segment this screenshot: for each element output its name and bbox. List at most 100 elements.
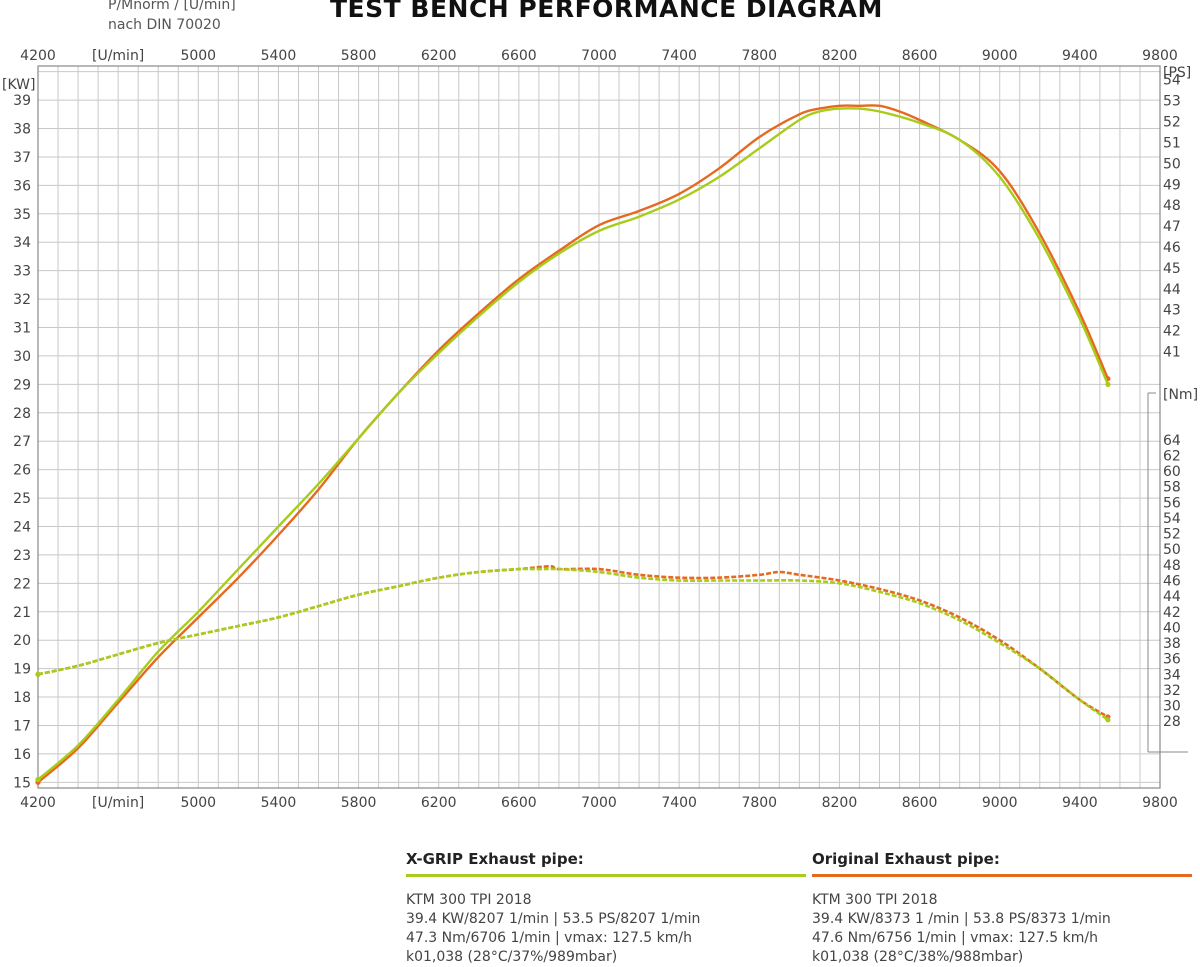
x-tick-label-top: 5400 bbox=[261, 48, 297, 64]
xgrip-torque-point bbox=[35, 671, 41, 677]
x-tick-label-top: 8200 bbox=[822, 48, 858, 64]
y-left-tick-label: 25 bbox=[13, 491, 31, 507]
y-right-nm-tick-label: 32 bbox=[1163, 683, 1181, 699]
y-right-ps-tick-label: 50 bbox=[1163, 156, 1181, 172]
xgrip-torque-line bbox=[37, 567, 1109, 721]
y-right-ps-tick-label: 42 bbox=[1163, 324, 1181, 340]
x-tick-label-top: 6600 bbox=[501, 48, 537, 64]
x-tick-label-top: 5800 bbox=[341, 48, 377, 64]
y-right-nm-unit-label: [Nm] bbox=[1163, 387, 1198, 403]
legend-original-line-3: 47.6 Nm/6756 1/min | vmax: 127.5 km/h bbox=[812, 930, 1098, 946]
xgrip-power-line bbox=[37, 107, 1110, 781]
legend-original: Original Exhaust pipe: KTM 300 TPI 2018 … bbox=[812, 850, 1192, 967]
x-tick-label-top: 9000 bbox=[982, 48, 1018, 64]
y-left-tick-label: 38 bbox=[13, 122, 31, 138]
x-tick-label-top: 6200 bbox=[421, 48, 457, 64]
y-right-ps-tick-label: 51 bbox=[1163, 135, 1181, 151]
y-left-tick-label: 30 bbox=[13, 349, 31, 365]
y-right-nm-tick-label: 30 bbox=[1163, 699, 1181, 715]
y-right-nm-tick-label: 64 bbox=[1163, 433, 1181, 449]
y-left-tick-label: 34 bbox=[13, 235, 31, 251]
x-tick-label-bottom: 9000 bbox=[982, 795, 1018, 811]
x-tick-label-bottom: 7000 bbox=[581, 795, 617, 811]
x-tick-label-bottom: 8200 bbox=[822, 795, 858, 811]
y-right-nm-tick-label: 34 bbox=[1163, 667, 1181, 683]
y-right-nm-tick-label: 52 bbox=[1163, 527, 1181, 543]
y-right-ps-tick-label: 48 bbox=[1163, 198, 1181, 214]
y-left-tick-label: 19 bbox=[13, 662, 31, 678]
y-right-ps-tick-label: 43 bbox=[1163, 303, 1181, 319]
legend-original-line-4: k01,038 (28°C/38%/988mbar) bbox=[812, 949, 1024, 965]
y-left-tick-label: 18 bbox=[13, 690, 31, 706]
y-right-nm-tick-label: 36 bbox=[1163, 652, 1181, 668]
y-right-nm-tick-label: 38 bbox=[1163, 636, 1181, 652]
y-right-ps-tick-label: 52 bbox=[1163, 115, 1181, 131]
y-right-ps-tick-label: 44 bbox=[1163, 282, 1181, 298]
y-left-tick-label: 28 bbox=[13, 406, 31, 422]
y-left-tick-label: 36 bbox=[13, 178, 31, 194]
x-tick-label-top: 7800 bbox=[741, 48, 777, 64]
x-tick-label-bottom: 5800 bbox=[341, 795, 377, 811]
x-tick-label-top: 7000 bbox=[581, 48, 617, 64]
legend-original-line-2: 39.4 KW/8373 1 /min | 53.8 PS/8373 1/min bbox=[812, 911, 1111, 927]
y-right-ps-tick-label: 45 bbox=[1163, 261, 1181, 277]
y-left-tick-label: 27 bbox=[13, 434, 31, 450]
x-unit-label-bottom: [U/min] bbox=[92, 795, 144, 811]
y-left-unit-label: [KW] bbox=[2, 77, 35, 93]
x-tick-label-bottom: 7400 bbox=[661, 795, 697, 811]
chart-title: TEST BENCH PERFORMANCE DIAGRAM bbox=[330, 0, 883, 23]
legend-xgrip-line-2: 39.4 KW/8207 1/min | 53.5 PS/8207 1/min bbox=[406, 911, 701, 927]
y-left-tick-label: 39 bbox=[13, 93, 31, 109]
x-tick-label-bottom: 9800 bbox=[1142, 795, 1178, 811]
legend-xgrip-swatch bbox=[406, 874, 806, 877]
xgrip-power-point bbox=[35, 776, 41, 783]
y-right-nm-tick-label: 56 bbox=[1163, 495, 1181, 511]
legend-original-line-1: KTM 300 TPI 2018 bbox=[812, 892, 938, 908]
legend-original-name: Original Exhaust pipe: bbox=[812, 850, 1000, 868]
y-left-tick-label: 22 bbox=[13, 576, 31, 592]
x-tick-label-bottom: 5000 bbox=[180, 795, 216, 811]
y-left-tick-label: 20 bbox=[13, 633, 31, 649]
x-tick-label-top: 8600 bbox=[902, 48, 938, 64]
x-tick-label-top: 9400 bbox=[1062, 48, 1098, 64]
y-right-ps-tick-label: 54 bbox=[1163, 73, 1181, 89]
y-right-ps-tick-label: 46 bbox=[1163, 240, 1181, 256]
y-right-nm-tick-label: 48 bbox=[1163, 558, 1181, 574]
y-left-tick-label: 35 bbox=[13, 207, 31, 223]
y-left-tick-label: 21 bbox=[13, 605, 31, 621]
x-tick-label-top: 5000 bbox=[180, 48, 216, 64]
y-left-tick-label: 29 bbox=[13, 377, 31, 393]
x-tick-label-bottom: 7800 bbox=[741, 795, 777, 811]
y-right-nm-tick-label: 60 bbox=[1163, 464, 1181, 480]
y-left-tick-label: 15 bbox=[13, 775, 31, 791]
legend-xgrip-line-4: k01,038 (28°C/37%/989mbar) bbox=[406, 949, 618, 965]
y-left-tick-label: 24 bbox=[13, 519, 31, 535]
y-left-tick-label: 23 bbox=[13, 548, 31, 564]
legend-xgrip: X-GRIP Exhaust pipe: KTM 300 TPI 2018 39… bbox=[406, 850, 806, 967]
y-left-tick-label: 26 bbox=[13, 463, 31, 479]
x-tick-label-bottom: 9400 bbox=[1062, 795, 1098, 811]
y-left-tick-label: 17 bbox=[13, 718, 31, 734]
x-tick-label-top: 7400 bbox=[661, 48, 697, 64]
x-tick-label-bottom: 8600 bbox=[902, 795, 938, 811]
y-right-ps-tick-label: 47 bbox=[1163, 219, 1181, 235]
y-right-ps-unit-label: [PS] bbox=[1163, 65, 1191, 81]
x-tick-label-bottom: 6200 bbox=[421, 795, 457, 811]
legend-xgrip-line-3: 47.3 Nm/6706 1/min | vmax: 127.5 km/h bbox=[406, 930, 692, 946]
y-right-nm-tick-label: 28 bbox=[1163, 714, 1181, 730]
y-left-tick-label: 33 bbox=[13, 264, 31, 280]
y-left-tick-label: 31 bbox=[13, 321, 31, 337]
x-tick-label-top: 9800 bbox=[1142, 48, 1178, 64]
x-tick-label-top: 4200 bbox=[20, 48, 56, 64]
xgrip-torque-point bbox=[1105, 717, 1111, 723]
legend-original-swatch bbox=[812, 874, 1192, 877]
y-right-nm-tick-label: 58 bbox=[1163, 480, 1181, 496]
x-tick-label-bottom: 6600 bbox=[501, 795, 537, 811]
y-right-ps-tick-label: 53 bbox=[1163, 94, 1181, 110]
legend-xgrip-line-1: KTM 300 TPI 2018 bbox=[406, 892, 532, 908]
y-right-nm-tick-label: 62 bbox=[1163, 448, 1181, 464]
plot-frame bbox=[37, 65, 1161, 789]
header-note-line2: nach DIN 70020 bbox=[108, 17, 221, 33]
y-right-nm-tick-label: 50 bbox=[1163, 542, 1181, 558]
